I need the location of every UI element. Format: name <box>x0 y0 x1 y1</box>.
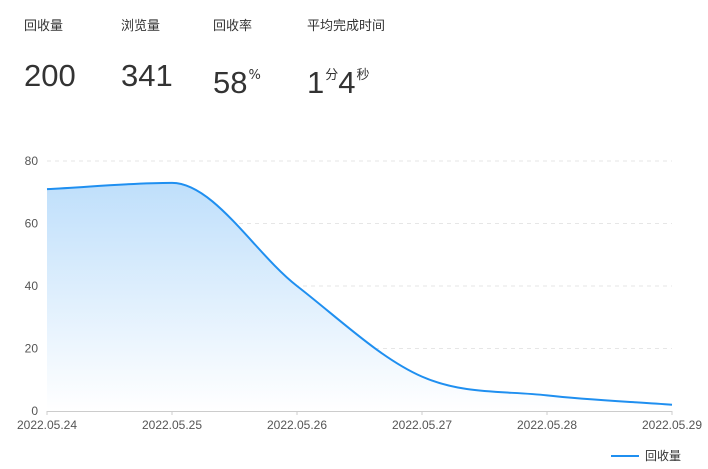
x-tick-label: 2022.05.29 <box>642 418 702 432</box>
stat-avg-time-label: 平均完成时间 <box>307 19 386 34</box>
stat-views-label: 浏览量 <box>121 19 161 34</box>
axis-layer: 0 20 40 60 80 2022.05.24 2022.05.25 2022.05.26 2… <box>17 154 702 432</box>
stat-rate: 回收率 58% <box>213 18 261 101</box>
y-tick-label: 20 <box>25 342 39 356</box>
x-tick-label: 2022.05.27 <box>392 418 452 432</box>
stat-avg-time: 平均完成时间 1分4秒 <box>307 18 385 101</box>
y-tick-label: 80 <box>25 154 39 168</box>
stat-rate-value: 58% <box>213 58 261 101</box>
series-line-layer <box>46 181 673 406</box>
series-area <box>47 182 672 411</box>
area-fill-layer <box>47 182 672 411</box>
stat-rate-label: 回收率 <box>213 19 253 34</box>
y-tick-label: 40 <box>25 279 39 293</box>
stat-recycle-value: 200 <box>24 58 76 93</box>
stat-views-value: 341 <box>121 58 173 93</box>
legend-label: 回收量 <box>645 449 681 463</box>
stat-recycle: 回收量 200 <box>24 18 76 94</box>
series-line <box>46 181 673 406</box>
stat-avg-time-sec: 4 <box>338 65 356 100</box>
area-chart: 0 20 40 60 80 2022.05.24 2022.05.25 2022.05.26 2… <box>17 154 702 463</box>
stat-avg-time-sec-unit: 秒 <box>356 68 370 83</box>
stat-rate-unit: % <box>248 68 261 83</box>
stats-summary: 回收量 200 浏览量 341 回收率 58% 平均完成时间 1分4秒 <box>0 0 708 110</box>
stat-avg-time-value: 1分4秒 <box>307 58 385 101</box>
stat-rate-number: 58 <box>213 65 248 100</box>
stat-recycle-label: 回收量 <box>24 19 64 34</box>
x-tick-label: 2022.05.25 <box>142 418 202 432</box>
x-tick-label: 2022.05.28 <box>517 418 577 432</box>
stat-avg-time-min: 1 <box>307 65 325 100</box>
y-tick-label: 0 <box>31 404 38 418</box>
x-tick-label: 2022.05.26 <box>267 418 327 432</box>
x-tick-label: 2022.05.24 <box>17 418 77 432</box>
y-tick-label: 60 <box>25 217 39 231</box>
legend: 回收量 <box>611 449 681 463</box>
stat-avg-time-min-unit: 分 <box>325 68 339 83</box>
stat-views: 浏览量 341 <box>121 18 173 94</box>
